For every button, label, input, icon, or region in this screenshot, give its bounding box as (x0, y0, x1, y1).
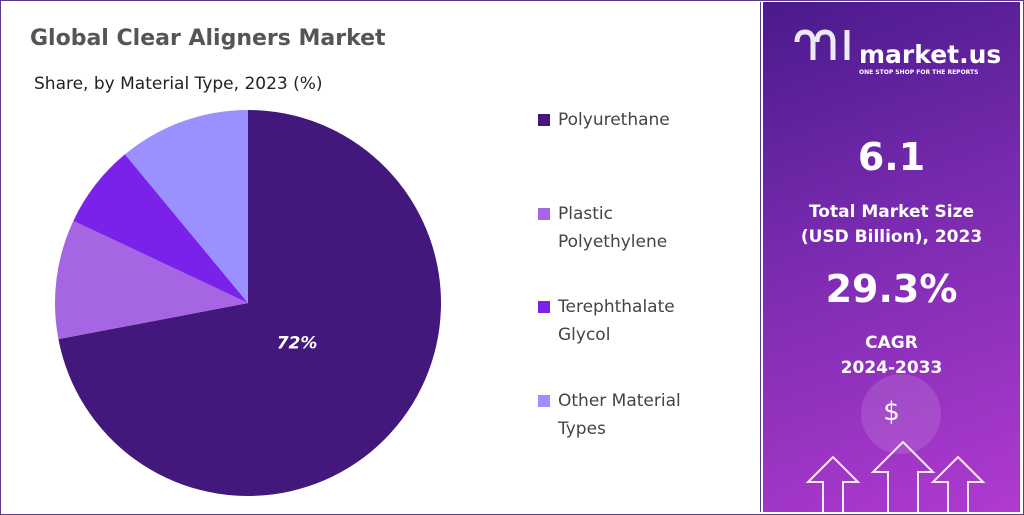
pie-slice (73, 154, 248, 303)
legend-swatch (538, 301, 550, 313)
legend-label: Polyurethane (558, 110, 670, 130)
market-size-label: Total Market Size (808, 202, 975, 222)
chart-panel: Global Clear Aligners Market Share, by M… (2, 2, 761, 512)
market-size: 6.1 (857, 135, 926, 179)
data-label: 72% (277, 334, 318, 354)
legend-item: Terephthalate Glycol (538, 293, 708, 349)
legend-swatch (538, 395, 550, 407)
cagr-label: CAGR (865, 333, 918, 353)
market-size-label: (USD Billion), 2023 (800, 227, 983, 247)
legend-swatch (538, 114, 550, 126)
pie-slice (54, 220, 248, 340)
chart-subtitle: Share, by Material Type, 2023 (%) (34, 74, 323, 94)
legend-label: Terephthalate Glycol (558, 297, 675, 345)
legend-label: Other Material Types (558, 391, 681, 439)
pie-slice (58, 110, 442, 496)
info-panel: market.us ONE STOP SHOP FOR THE REPORTS … (763, 2, 1020, 512)
decor-circle (861, 374, 941, 454)
pie-slice (124, 109, 248, 303)
legend-item: Polyurethane (538, 106, 708, 134)
cagr-label: 2024-2033 (840, 358, 943, 378)
cagr: 29.3% (825, 267, 958, 311)
pie-chart: 72% (54, 109, 442, 496)
brand: market.us (859, 40, 1002, 69)
currency-icon: $ (883, 397, 900, 427)
legend-item: Plastic Polyethylene (538, 200, 708, 256)
tagline: ONE STOP SHOP FOR THE REPORTS (859, 69, 979, 76)
decor (794, 29, 986, 512)
legend-swatch (538, 208, 550, 220)
chart-title: Global Clear Aligners Market (30, 26, 386, 51)
legend-item: Other Material Types (538, 387, 708, 443)
legend-label: Plastic Polyethylene (558, 204, 668, 252)
